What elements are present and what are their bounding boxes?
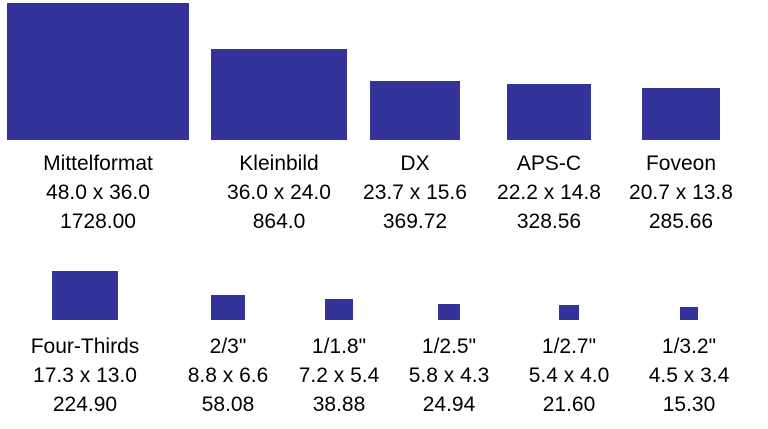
sensor-dimensions: 17.3 x 13.0 [33,364,137,387]
sensor-rect [211,294,245,320]
sensor-name: Kleinbild [239,152,319,175]
sensor-name: Mittelformat [43,152,153,175]
sensor-area: 285.66 [648,210,714,233]
sensor-dimensions: 8.8 x 6.6 [187,364,269,387]
sensor-name: 1/1.8" [311,335,367,358]
sensor-dimensions: 48.0 x 36.0 [46,181,150,204]
sensor-name: Four-Thirds [30,335,140,358]
sensor-area: 1728.00 [60,210,136,233]
sensor-dimensions: 5.4 x 4.0 [528,364,610,387]
sensor-name: APS-C [516,152,582,175]
sensor-rect [325,299,353,320]
sensor-name: Foveon [645,152,717,175]
sensor-dimensions: 20.7 x 13.8 [629,181,733,204]
sensor-area: 15.30 [662,393,716,416]
sensor-rect [52,270,118,320]
sensor-name: 2/3" [209,335,247,358]
sensor-area: 21.60 [542,393,596,416]
sensor-dimensions: 5.8 x 4.3 [408,364,490,387]
sensor-area: 24.94 [422,393,476,416]
sensor-rect [558,304,580,320]
sensor-rect [437,303,460,320]
sensor-name: 1/2.7" [541,335,597,358]
sensor-rect [641,87,721,140]
sensor-rect [369,80,461,140]
sensor-rect [6,3,190,140]
sensor-area: 58.08 [201,393,255,416]
sensor-dimensions: 22.2 x 14.8 [497,181,601,204]
sensor-rect [680,307,698,320]
sensor-dimensions: 7.2 x 5.4 [298,364,380,387]
sensor-dimensions: 4.5 x 3.4 [648,364,730,387]
sensor-area: 369.72 [382,210,448,233]
sensor-name: 1/3.2" [661,335,717,358]
sensor-rect [506,83,592,140]
sensor-area: 864.0 [252,210,306,233]
sensor-name: 1/2.5" [421,335,477,358]
sensor-dimensions: 23.7 x 15.6 [363,181,467,204]
sensor-area: 38.88 [312,393,366,416]
sensor-name: DX [400,152,430,175]
sensor-dimensions: 36.0 x 24.0 [227,181,331,204]
sensor-area: 224.90 [52,393,118,416]
sensor-area: 328.56 [516,210,582,233]
sensor-rect [210,48,348,140]
